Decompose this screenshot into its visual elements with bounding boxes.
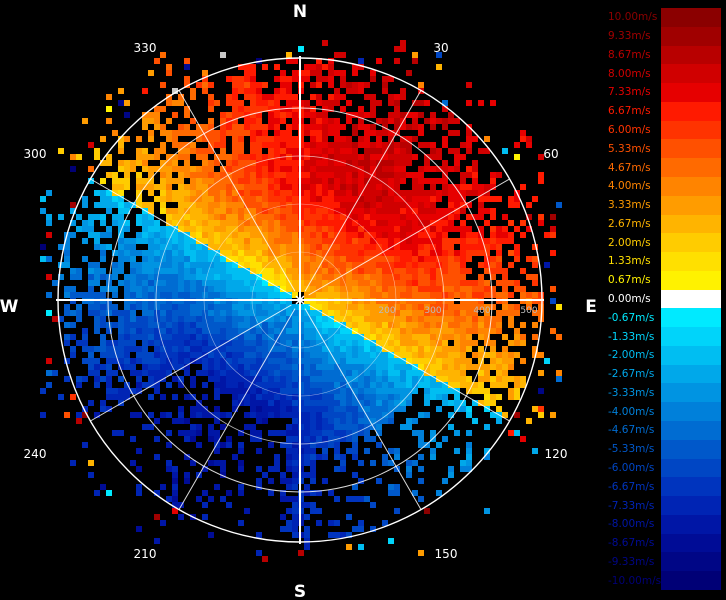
legend-swatch — [661, 421, 721, 441]
legend-label: -8.67m/s — [608, 537, 655, 550]
south-label: S — [294, 582, 306, 600]
legend-swatch — [661, 571, 721, 591]
legend-swatch — [661, 289, 721, 309]
legend-swatch — [661, 477, 721, 497]
legend-label: 1.33m/s — [608, 255, 651, 268]
legend-swatch — [661, 402, 721, 422]
azimuth-spoke — [178, 90, 296, 292]
bearing-label-60: 60 — [543, 147, 558, 161]
east-label: E — [585, 297, 597, 317]
legend-label: 7.33m/s — [608, 86, 651, 99]
legend-swatch — [661, 101, 721, 122]
azimuth-spokes — [90, 90, 510, 510]
range-label-300: 300 — [424, 306, 441, 316]
legend-label: -6.67m/s — [608, 480, 655, 493]
legend-swatch — [661, 308, 721, 328]
legend-label: -9.33m/s — [608, 555, 655, 568]
legend-swatch — [661, 45, 721, 65]
legend-swatch — [661, 158, 721, 178]
legend-swatch — [661, 533, 721, 553]
legend-label: -2.00m/s — [608, 349, 655, 362]
legend-label: 2.67m/s — [608, 217, 651, 230]
azimuth-spoke — [90, 304, 292, 422]
velocity-field — [40, 40, 562, 562]
azimuth-spoke — [178, 308, 296, 510]
legend-label: 4.00m/s — [608, 180, 651, 193]
legend-label: -6.00m/s — [608, 461, 655, 474]
west-label: W — [0, 297, 19, 317]
legend-swatch — [661, 364, 721, 384]
legend-swatch — [661, 252, 721, 272]
legend-label: -2.67m/s — [608, 368, 655, 381]
legend-label: -7.33m/s — [608, 499, 655, 512]
legend-label: -1.33m/s — [608, 330, 655, 343]
legend-label: 10.00m/s — [608, 11, 658, 24]
legend-label: -8.00m/s — [608, 518, 655, 531]
legend-swatch — [661, 383, 721, 403]
legend-swatch — [661, 64, 721, 84]
legend-label: 6.67m/s — [608, 105, 651, 118]
azimuth-spoke — [308, 304, 510, 422]
legend-label: 6.00m/s — [608, 124, 651, 137]
range-label-200: 200 — [378, 306, 395, 316]
legend-swatch — [661, 233, 721, 253]
azimuth-spoke — [90, 178, 292, 296]
bearing-label-240: 240 — [24, 447, 47, 461]
legend-label: 9.33m/s — [608, 30, 651, 43]
legend-swatch — [661, 496, 721, 516]
legend-label: 8.67m/s — [608, 48, 651, 61]
radar-site-marker — [294, 294, 306, 306]
legend-swatch — [661, 139, 721, 159]
legend-swatch — [661, 176, 721, 197]
legend-swatch — [661, 439, 721, 460]
legend-swatch — [661, 327, 721, 347]
legend-label: -5.33m/s — [608, 443, 655, 456]
bearing-label-150: 150 — [435, 547, 458, 561]
legend-swatch — [661, 195, 721, 215]
legend-label: 2.00m/s — [608, 236, 651, 249]
azimuth-spoke — [304, 90, 422, 292]
azimuth-spoke — [304, 308, 422, 510]
legend-label: 8.00m/s — [608, 67, 651, 80]
legend-swatch — [661, 214, 721, 234]
legend-label: -4.67m/s — [608, 424, 655, 437]
bearing-label-300: 300 — [24, 147, 47, 161]
legend-swatch — [661, 120, 721, 140]
north-label: N — [293, 2, 307, 22]
bearing-label-120: 120 — [545, 447, 568, 461]
velocity-color-legend: 10.00m/s 9.33m/s 8.67m/s 8.00m/s 7.33m/s 6.67… — [606, 8, 721, 591]
legend-swatch — [661, 26, 721, 47]
legend-label: -0.67m/s — [608, 311, 655, 324]
legend-label: 3.33m/s — [608, 199, 651, 212]
bearing-label-330: 330 — [134, 41, 157, 55]
legend-swatch — [661, 8, 721, 28]
legend-label: -3.33m/s — [608, 386, 655, 399]
legend-label: 4.67m/s — [608, 161, 651, 174]
legend-label: 5.33m/s — [608, 142, 651, 155]
range-label-500: 500 — [520, 306, 537, 316]
legend-label: 0.00m/s — [608, 293, 651, 305]
bearing-label-30: 30 — [433, 41, 448, 55]
legend-swatch — [661, 552, 721, 572]
legend-swatch — [661, 514, 721, 535]
legend-label: -4.00m/s — [608, 405, 655, 418]
bearing-label-210: 210 — [134, 547, 157, 561]
legend-swatch — [661, 270, 721, 291]
legend-swatch — [661, 458, 721, 478]
range-label-400: 400 — [473, 306, 490, 316]
legend-swatch — [661, 345, 721, 366]
legend-swatch — [661, 83, 721, 103]
legend-label: -10.00m/s — [608, 574, 662, 587]
legend-label: 0.67m/s — [608, 274, 651, 287]
azimuth-spoke — [308, 178, 510, 296]
